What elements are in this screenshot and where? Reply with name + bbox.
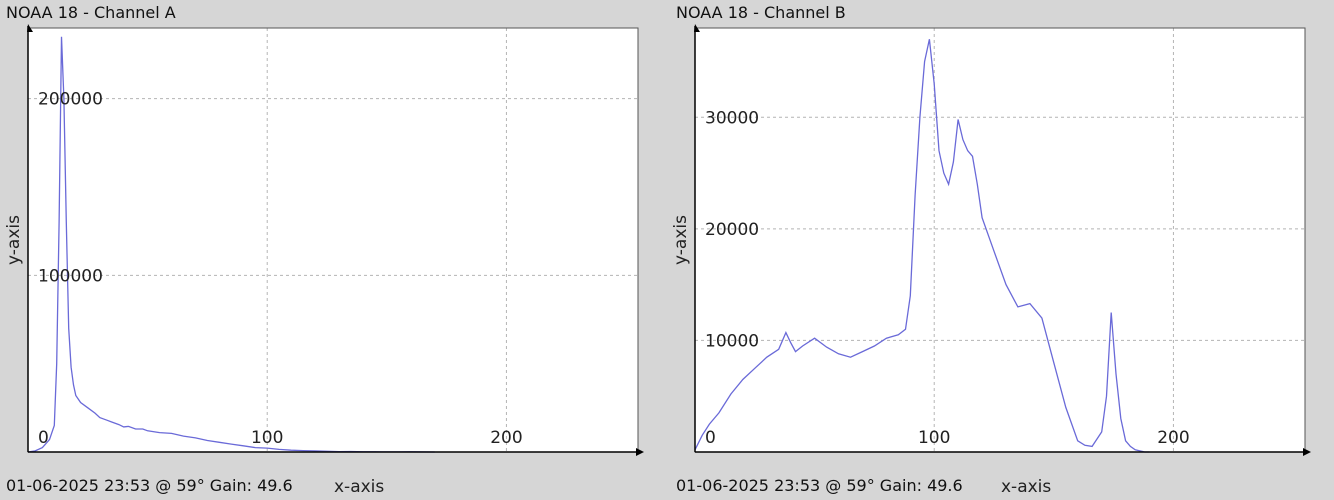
chart-b-y-tick-label: 20000: [705, 220, 759, 240]
chart-a-footer: 01-06-2025 23:53 @ 59° Gain: 49.6: [6, 476, 293, 495]
chart-a-footer-text: 01-06-2025 23:53 @ 59° Gain: 49.6: [6, 476, 293, 495]
chart-b-plot-area: [695, 28, 1305, 452]
chart-a-x-tick-label: 200: [490, 428, 522, 448]
chart-b-y-tick-label: 10000: [705, 331, 759, 351]
chart-a: 0 100 200 100000 200000 y-axis x-axis: [4, 24, 644, 497]
chart-b-x-axis-label: x-axis: [1001, 477, 1051, 497]
chart-a-y-axis-label: y-axis: [4, 215, 24, 265]
chart-b-footer: 01-06-2025 23:53 @ 59° Gain: 49.6: [676, 476, 963, 495]
chart-b: 0 100 200 10000 20000 30000 y-axis x-axis: [671, 24, 1311, 497]
chart-b-title: NOAA 18 - Channel B: [676, 3, 846, 22]
chart-b-x-tick-label: 200: [1157, 428, 1189, 448]
chart-a-x-axis-arrow: [636, 448, 644, 456]
chart-a-x-axis-label: x-axis: [334, 477, 384, 497]
chart-a-title: NOAA 18 - Channel A: [6, 3, 176, 22]
chart-a-x-tick-label: 0: [38, 428, 49, 448]
chart-b-series-line: [694, 39, 1150, 453]
chart-b-x-tick-label: 100: [918, 428, 950, 448]
chart-a-plot-area: [28, 28, 638, 452]
chart-b-y-tick-label: 30000: [705, 108, 759, 128]
chart-a-y-tick-label: 200000: [38, 90, 103, 110]
chart-b-x-tick-label: 0: [705, 428, 716, 448]
chart-b-y-axis-label: y-axis: [671, 215, 691, 265]
chart-b-x-axis-arrow: [1303, 448, 1311, 456]
chart-a-y-axis-arrow: [27, 24, 33, 32]
chart-b-y-axis-arrow: [694, 24, 700, 32]
chart-b-footer-text: 01-06-2025 23:53 @ 59° Gain: 49.6: [676, 476, 963, 495]
chart-a-x-tick-label: 100: [251, 428, 283, 448]
chart-a-y-tick-label: 100000: [38, 266, 103, 286]
